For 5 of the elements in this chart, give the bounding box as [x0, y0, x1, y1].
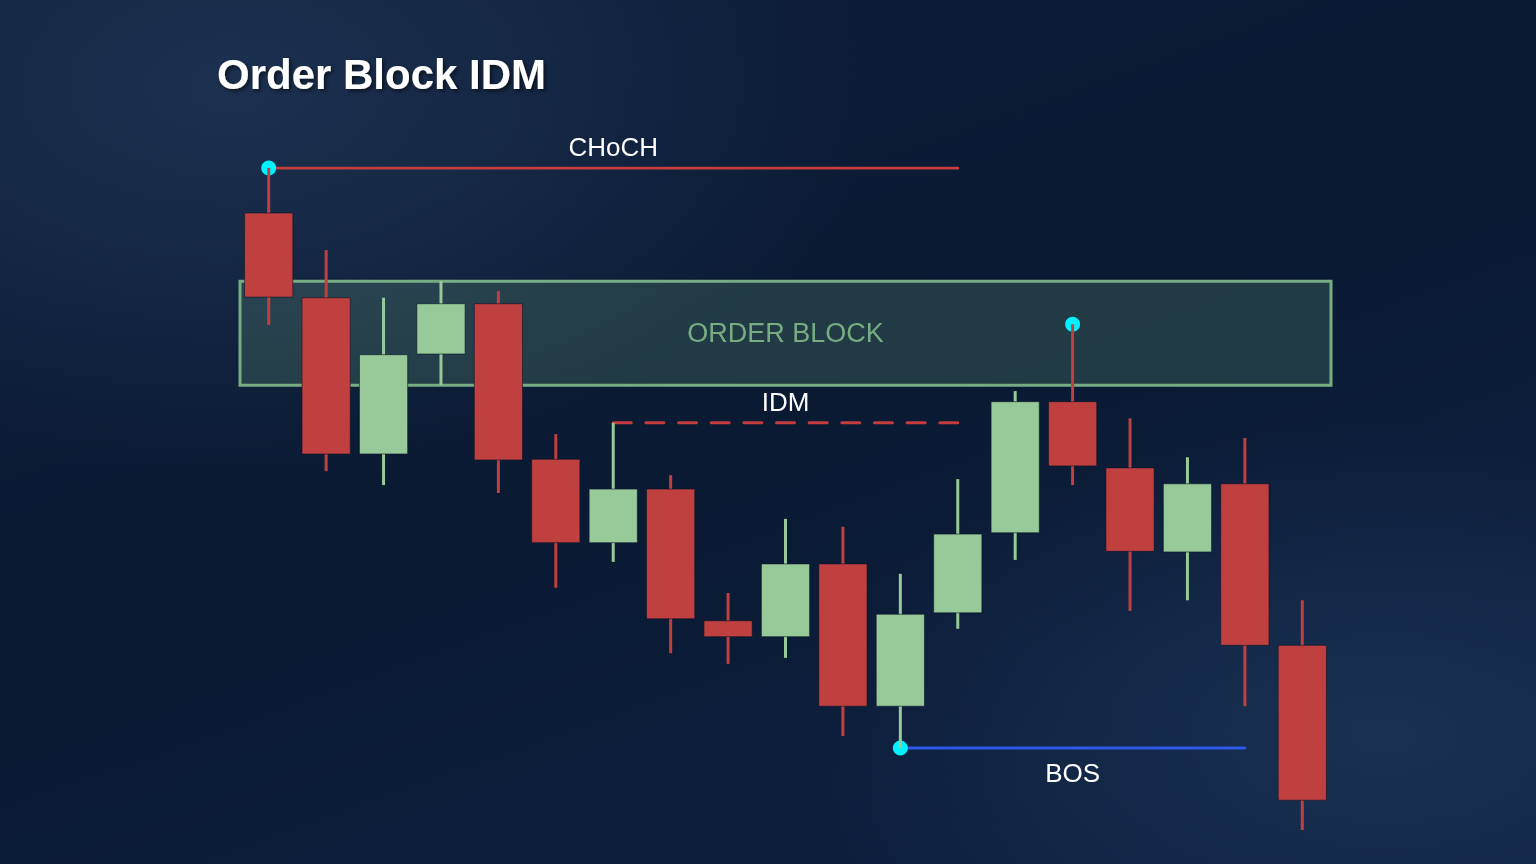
- chart-title: Order Block IDM: [217, 50, 547, 98]
- band-label: ORDER BLOCK: [687, 318, 884, 349]
- series-label: BOS: [1045, 757, 1101, 788]
- series-label: CHoCH: [568, 132, 659, 162]
- series-label: IDM: [761, 386, 810, 417]
